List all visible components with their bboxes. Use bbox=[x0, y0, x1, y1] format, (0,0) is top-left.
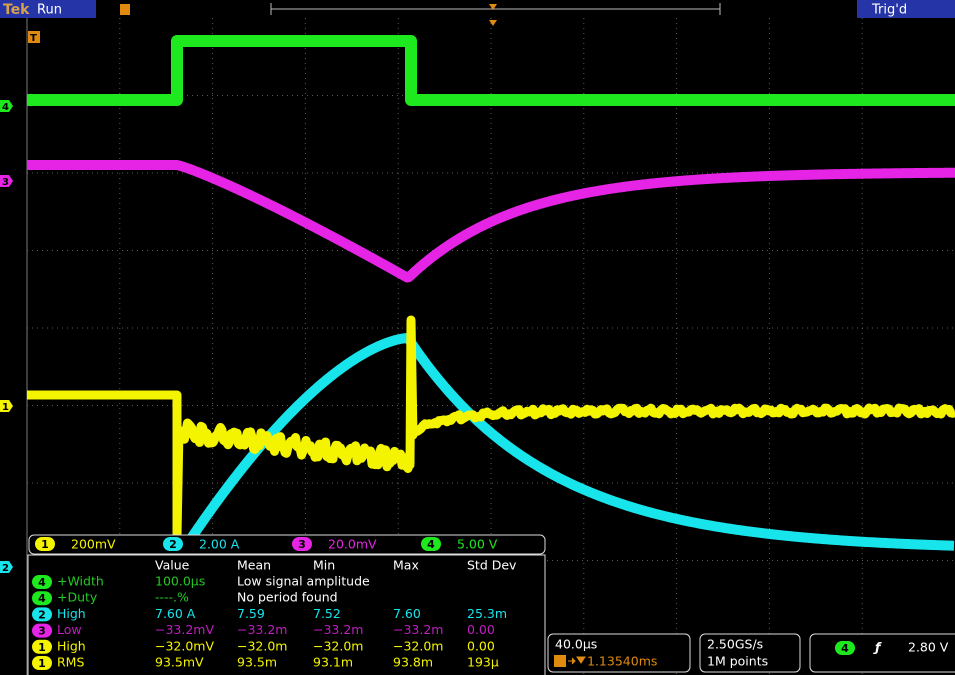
measurement-mean: −32.0m bbox=[237, 638, 287, 653]
column-header: Value bbox=[155, 558, 190, 573]
brand: Tek bbox=[3, 2, 30, 18]
channel-marker-label: 4 bbox=[2, 102, 9, 113]
measurement-name: RMS bbox=[57, 655, 84, 670]
measurement-value: −33.2mV bbox=[155, 622, 214, 637]
trace-ch3 bbox=[24, 160, 955, 283]
measurement-std-dev: 0.00 bbox=[467, 638, 495, 653]
status-box bbox=[0, 0, 96, 18]
channel-badge-label: 4 bbox=[38, 592, 46, 605]
channel-badge bbox=[32, 575, 52, 589]
channel-scale: 5.00 V bbox=[457, 537, 498, 552]
sample-rate: 2.50GS/s bbox=[707, 637, 763, 652]
channel-marker bbox=[0, 400, 13, 412]
channel-scale: 2.00 A bbox=[199, 537, 240, 552]
horizontal-position: 1.13540ms bbox=[587, 654, 657, 669]
measurement-min: 7.52 bbox=[313, 606, 341, 621]
trigger-slope-icon: ƒ bbox=[873, 640, 882, 655]
measurement-value: −32.0mV bbox=[155, 638, 214, 653]
channel-marker bbox=[0, 561, 13, 573]
channel-badge-label: 3 bbox=[38, 625, 46, 638]
channel-badge bbox=[835, 641, 855, 655]
trigger-level: 2.80 V bbox=[908, 640, 949, 655]
measurement-value: ----.% bbox=[155, 590, 189, 605]
trace-ch1 bbox=[27, 315, 955, 540]
column-header: Mean bbox=[237, 558, 271, 573]
channel-badge bbox=[35, 537, 55, 551]
measurement-std-dev: 0.00 bbox=[467, 622, 495, 637]
trigger-status-box bbox=[857, 0, 955, 18]
acquisition-box[interactable] bbox=[699, 633, 801, 673]
measurement-min: 93.1m bbox=[313, 655, 353, 670]
channel-badge-label: 4 bbox=[38, 576, 46, 589]
measurement-value: 7.60 A bbox=[155, 606, 196, 621]
trigger-time-marker bbox=[28, 31, 40, 43]
channel-marker-label: 3 bbox=[2, 177, 9, 188]
trigger-position-icon bbox=[120, 4, 130, 15]
trigger-marker bbox=[489, 4, 497, 10]
channel-badge bbox=[32, 607, 52, 622]
trigger-marker bbox=[489, 20, 497, 26]
measurement-max: −33.2m bbox=[393, 622, 443, 637]
measurement-name: Low bbox=[57, 622, 82, 637]
channel-badge-label: 4 bbox=[427, 538, 435, 551]
position-icon bbox=[554, 655, 566, 667]
channel-marker bbox=[0, 175, 13, 187]
channel-badge bbox=[421, 537, 441, 551]
horizontal-scale: 40.0µs bbox=[555, 637, 597, 652]
channel-badge-label: 1 bbox=[38, 641, 46, 654]
measurement-name: +Duty bbox=[57, 590, 98, 605]
channel-scale: 200mV bbox=[71, 537, 116, 552]
channel-scale: 20.0mV bbox=[328, 537, 377, 552]
measurement-max: 93.8m bbox=[393, 655, 433, 670]
run-state: Run bbox=[37, 3, 62, 18]
measurement-value: 93.5mV bbox=[155, 655, 204, 670]
channel-badge bbox=[292, 537, 312, 551]
channel-badge-label: 2 bbox=[38, 608, 46, 621]
horizontal-box[interactable] bbox=[547, 633, 691, 673]
measurement-message: No period found bbox=[237, 590, 338, 605]
position-arrow bbox=[568, 656, 586, 665]
measurement-min: −32.0m bbox=[313, 638, 363, 653]
channel-badge-label: 1 bbox=[41, 538, 49, 551]
measurement-name: High bbox=[57, 606, 86, 621]
channel-badge bbox=[163, 537, 183, 551]
channel-marker-label: 1 bbox=[2, 402, 9, 413]
channel-badge bbox=[32, 639, 52, 654]
channel-marker bbox=[0, 100, 13, 112]
measurement-value: 100.0µs bbox=[155, 574, 205, 589]
channel-badge-label: 3 bbox=[298, 538, 306, 551]
measurement-max: 7.60 bbox=[393, 606, 421, 621]
channel-badge-label: 4 bbox=[841, 642, 849, 655]
channel-badge bbox=[32, 623, 52, 638]
column-header: Std Dev bbox=[467, 558, 517, 573]
measurement-name: +Width bbox=[57, 574, 104, 589]
measurement-panel bbox=[27, 554, 546, 675]
measurement-mean: −33.2m bbox=[237, 622, 287, 637]
measurement-mean: 7.59 bbox=[237, 606, 265, 621]
measurement-message: Low signal amplitude bbox=[237, 574, 370, 589]
measurement-std-dev: 193µ bbox=[467, 655, 499, 670]
trace-ch2 bbox=[185, 333, 955, 551]
column-header: Min bbox=[313, 558, 335, 573]
channel-badge-label: 1 bbox=[38, 657, 46, 670]
channel-marker-label: 2 bbox=[2, 563, 9, 574]
channel-badge-label: 2 bbox=[169, 538, 177, 551]
channel-badge bbox=[32, 656, 52, 670]
measurement-mean: 93.5m bbox=[237, 655, 277, 670]
trigger-status: Trig'd bbox=[871, 3, 907, 18]
channel-bar bbox=[28, 534, 546, 555]
trace-ch4 bbox=[27, 35, 955, 106]
channel-badge bbox=[32, 591, 52, 606]
measurement-max: −32.0m bbox=[393, 638, 443, 653]
column-header: Max bbox=[393, 558, 419, 573]
record-length: 1M points bbox=[707, 654, 768, 669]
measurement-min: −33.2m bbox=[313, 622, 363, 637]
measurement-name: High bbox=[57, 638, 86, 653]
measurement-std-dev: 25.3m bbox=[467, 606, 507, 621]
trigger-time-label: T bbox=[30, 33, 37, 44]
